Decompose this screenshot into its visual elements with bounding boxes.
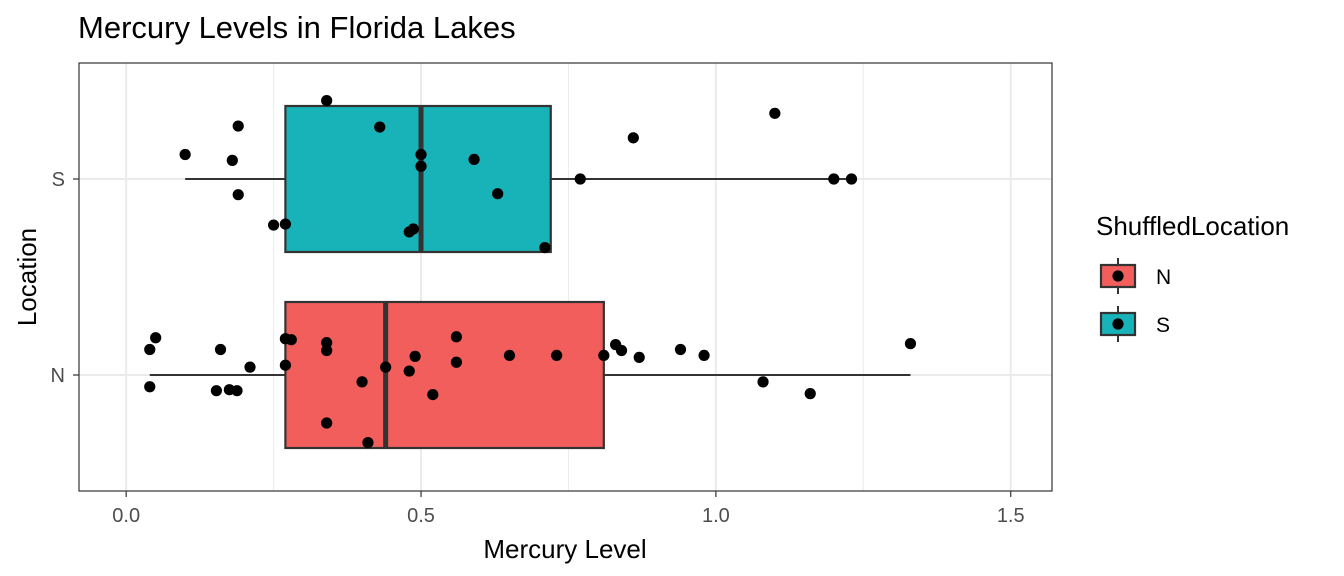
legend-items: NS [1099,258,1171,342]
y-tick-label: N [51,365,65,387]
box-iqr [284,300,605,450]
data-point [356,376,368,388]
x-axis: 0.0 0.5 1.0 1.5 [112,491,1025,527]
data-point [374,121,386,133]
legend-key-point [1112,318,1124,330]
data-point [627,132,639,144]
data-point [450,356,463,368]
data-point [674,343,687,356]
y-axis: NS [51,169,79,387]
legend-key-point [1112,270,1124,282]
data-point [244,361,256,373]
data-point [828,173,840,185]
data-point [279,218,291,230]
data-point [904,338,917,350]
data-point [757,376,769,388]
legend-label: S [1156,314,1170,337]
data-point [539,242,551,254]
data-point [845,173,858,185]
x-tick-label: 0.0 [112,505,140,527]
data-point [232,120,244,132]
data-point [380,361,392,373]
data-point [403,365,415,377]
data-point [226,154,238,166]
data-point [321,344,333,357]
boxplot-N [149,300,911,450]
data-point [179,148,191,161]
data-point [698,349,710,361]
x-axis-title: Mercury Level [483,534,646,564]
data-point [144,381,156,393]
data-point [468,153,480,165]
legend-item-N: N [1099,258,1171,294]
data-point [407,223,419,235]
data-point [633,351,645,363]
data-point [615,344,628,357]
data-point [427,389,439,401]
data-point [268,219,280,231]
data-point [150,332,162,344]
legend-label: N [1156,266,1171,289]
legend: ShuffledLocation NS [1096,211,1289,342]
data-point [232,189,244,201]
data-point [285,334,297,346]
data-point [450,331,463,343]
data-point [321,417,333,429]
data-point [804,388,816,400]
data-point [144,343,156,356]
data-point [598,349,610,361]
chart-title: Mercury Levels in Florida Lakes [78,10,516,45]
data-point [231,385,243,397]
data-point [321,95,333,107]
data-point [574,173,586,185]
data-point [492,188,504,200]
data-point [503,349,516,361]
x-tick-label: 1.0 [702,505,730,527]
x-tick-label: 1.5 [997,505,1025,527]
data-point [415,160,427,172]
data-point [769,107,781,119]
data-point [362,437,374,449]
y-tick-label: S [52,169,65,191]
panel-border [78,62,1053,492]
data-point [321,337,333,349]
data-point [214,343,227,356]
y-axis-title: Location [12,228,42,326]
jitter-points [144,95,917,449]
x-tick-label: 0.5 [407,505,435,527]
data-point [409,350,421,362]
data-point [210,385,222,397]
legend-item-S: S [1099,306,1170,342]
data-point [279,359,291,371]
data-point [415,148,427,161]
legend-title: ShuffledLocation [1096,211,1289,241]
data-point [551,349,563,361]
